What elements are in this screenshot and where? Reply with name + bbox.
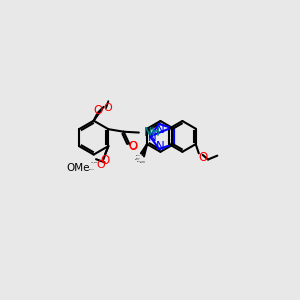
Text: OMe_label: OMe_label — [91, 162, 98, 163]
Text: OMe: OMe — [66, 163, 89, 172]
Text: O: O — [128, 141, 137, 151]
Text: NH: NH — [144, 128, 160, 138]
Text: methyl: methyl — [135, 155, 140, 156]
Text: O: O — [94, 104, 103, 117]
Text: O: O — [97, 160, 105, 170]
Text: N: N — [155, 123, 164, 136]
Text: N: N — [148, 131, 157, 144]
Text: methyl2: methyl2 — [140, 162, 145, 163]
Text: O: O — [198, 151, 207, 164]
Text: methyl: methyl — [136, 158, 141, 159]
Text: N: N — [155, 140, 164, 153]
Text: O: O — [103, 103, 112, 113]
Text: methyl_label: methyl_label — [137, 160, 146, 162]
Text: methoxy: methoxy — [89, 169, 96, 170]
Text: methyl: methyl — [135, 159, 140, 160]
Text: NH: NH — [144, 127, 161, 137]
Text: O: O — [101, 154, 110, 167]
Text: O: O — [128, 140, 137, 153]
